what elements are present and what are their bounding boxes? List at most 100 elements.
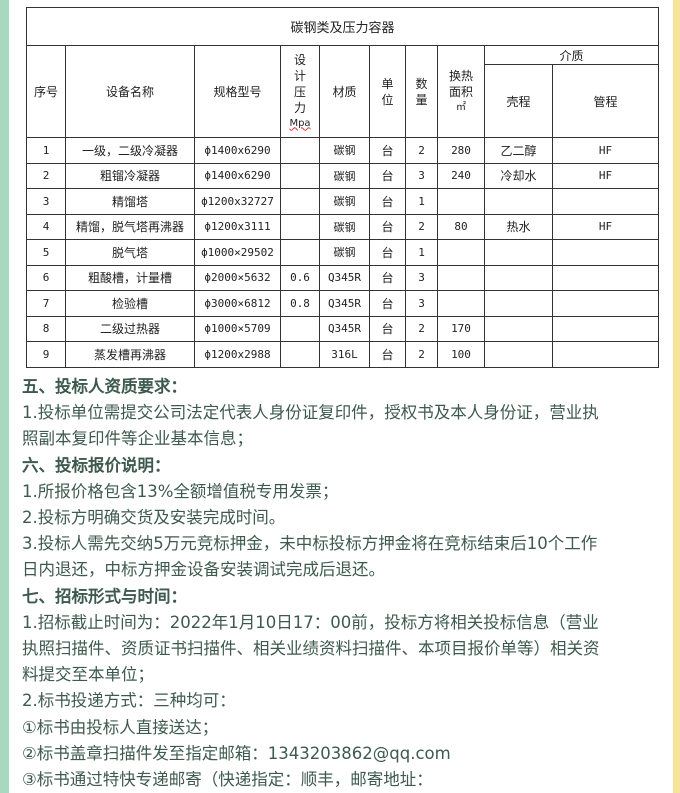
header-no: 序号: [26, 45, 66, 138]
cell-material: Q345R: [319, 264, 370, 291]
cell-unit: 台: [369, 188, 406, 215]
cell-no: 2: [26, 162, 66, 189]
cell-material: 碳钢: [319, 137, 370, 164]
header-name: 设备名称: [65, 45, 195, 138]
header-text: 位: [381, 92, 394, 107]
cell-name: 检验槽: [65, 290, 195, 317]
header-qty: 数 量: [405, 45, 438, 138]
cell-shell: 冷却水: [484, 162, 553, 189]
header-unit: 单 位: [369, 45, 406, 138]
cell-unit: 台: [369, 290, 406, 317]
header-text: 数: [415, 76, 428, 91]
cell-spec: ϕ3000×6812: [194, 290, 281, 317]
cell-name: 蒸发槽再沸器: [65, 341, 195, 368]
paragraph-line: 料提交至本单位；: [22, 665, 154, 685]
cell-tube: [552, 341, 659, 368]
paragraph-line: 1.招标截止时间为：2022年1月10日17：00前，投标方将相关投标信息（营业: [22, 612, 599, 632]
cell-name: 脱气塔: [65, 239, 195, 266]
cell-pressure: [280, 315, 320, 342]
header-text: 计: [293, 68, 306, 83]
cell-spec: ϕ1200x32727: [194, 188, 281, 215]
cell-shell: [484, 341, 553, 368]
cell-no: 4: [26, 213, 66, 240]
cell-area: 240: [437, 162, 485, 189]
header-text: 压: [293, 84, 306, 99]
paragraph-line: 2.投标方明确交货及安装完成时间。: [22, 508, 286, 528]
right-accent-bar: [673, 0, 680, 793]
header-text: 单: [381, 76, 394, 91]
cell-tube: [552, 264, 659, 291]
cell-qty: 3: [405, 264, 438, 291]
cell-unit: 台: [369, 315, 406, 342]
cell-material: 碳钢: [319, 188, 370, 215]
cell-spec: ϕ1400x6290: [194, 137, 281, 164]
cell-material: 碳钢: [319, 162, 370, 189]
cell-area: 100: [437, 341, 485, 368]
cell-area: [437, 188, 485, 215]
cell-shell: [484, 188, 553, 215]
cell-spec: ϕ1200x2988: [194, 341, 281, 368]
table-row: 6 粗酸槽，计量槽 ϕ2000×5632 0.6 Q345R 台 3: [26, 264, 659, 291]
cell-pressure: [280, 162, 320, 189]
cell-shell: 乙二醇: [484, 137, 553, 164]
cell-qty: 3: [405, 162, 438, 189]
table-row: 4 精馏，脱气塔再沸器 ϕ1200x3111 碳钢台 2 80 热水 HF: [26, 213, 659, 240]
cell-area: 80: [437, 213, 485, 240]
paragraph-line: 1.所报价格包含13%全额增值税专用发票；: [22, 481, 339, 501]
cell-area: [437, 264, 485, 291]
cell-qty: 1: [405, 188, 438, 215]
document-body: 五、投标人资质要求： 1.投标单位需提交公司法定代表人身份证复印件，授权书及本人身…: [22, 374, 662, 793]
cell-pressure: [280, 239, 320, 266]
cell-qty: 2: [405, 341, 438, 368]
cell-spec: ϕ1000×29502: [194, 239, 281, 266]
cell-shell: [484, 264, 553, 291]
cell-pressure: 0.8: [280, 290, 320, 317]
cell-pressure: [280, 341, 320, 368]
header-spec: 规格型号: [194, 45, 281, 138]
section-heading: 五、投标人资质要求：: [22, 377, 187, 396]
header-material: 材质: [319, 45, 370, 138]
cell-unit: 台: [369, 213, 406, 240]
cell-spec: ϕ1000×5709: [194, 315, 281, 342]
paragraph-line: 照副本复印件等企业基本信息；: [22, 429, 253, 449]
header-text: 面积: [448, 84, 473, 99]
paragraph-line: ③标书通过特快专递邮寄（快递指定：顺丰，邮寄地址：: [22, 770, 433, 790]
paragraph-line: 1.投标单位需提交公司法定代表人身份证复印件，授权书及本人身份证，营业执: [22, 403, 599, 423]
cell-unit: 台: [369, 264, 406, 291]
cell-shell: 热水: [484, 213, 553, 240]
paragraph-line: 3.投标人需先交纳5万元竞标押金，未中标投标方押金将在竞标结束后10个工作: [22, 534, 598, 554]
cell-qty: 2: [405, 213, 438, 240]
cell-name: 二级过热器: [65, 315, 195, 342]
table-row: 8 二级过热器 ϕ1000×5709 Q345R 台 2 170: [26, 315, 659, 342]
paragraph-line: 执照扫描件、资质证书扫描件、相关业绩资料扫描件、本项目报价单等）相关资: [22, 639, 600, 659]
paragraph-line: 2.标书投递方式：三种均可：: [22, 691, 236, 711]
cell-no: 8: [26, 315, 66, 342]
cell-material: 316L: [319, 341, 370, 368]
paragraph-line: 日内退还，中标方押金设备安装调试完成后退还。: [22, 560, 385, 580]
header-text: ㎡: [456, 101, 466, 113]
cell-shell: [484, 290, 553, 317]
cell-unit: 台: [369, 341, 406, 368]
cell-material: Q345R: [319, 290, 370, 317]
header-text: Mpa: [289, 117, 311, 129]
cell-material: Q345R: [319, 315, 370, 342]
cell-pressure: [280, 137, 320, 164]
section-heading: 六、投标报价说明：: [22, 455, 171, 475]
header-shell: 壳程: [484, 64, 553, 138]
left-accent-bar: [0, 0, 9, 793]
cell-name: 一级，二级冷凝器: [65, 137, 195, 164]
equipment-table: 碳钢类及压力容器 序号 设备名称 规格型号 设 计 压 力 Mpa 材质 单 位…: [26, 7, 659, 368]
cell-tube: [552, 239, 659, 266]
table-row: 2 粗镏冷凝器 ϕ1400x6290 碳钢台 3 240 冷却水 HF: [26, 162, 659, 189]
header-text: 力: [293, 100, 306, 115]
cell-tube: HF: [552, 213, 659, 240]
cell-name: 精馏塔: [65, 188, 195, 215]
cell-no: 1: [26, 137, 66, 164]
cell-pressure: [280, 213, 320, 240]
cell-name: 粗酸槽，计量槽: [65, 264, 195, 291]
cell-qty: 1: [405, 239, 438, 266]
table-row: 3 精馏塔 ϕ1200x32727 碳钢台 1: [26, 188, 659, 215]
table-row: 1 一级，二级冷凝器 ϕ1400x6290 碳钢台 2 280 乙二醇 HF: [26, 137, 659, 164]
table-row: 7 检验槽 ϕ3000×6812 0.8 Q345R 台 3: [26, 290, 659, 317]
cell-qty: 3: [405, 290, 438, 317]
